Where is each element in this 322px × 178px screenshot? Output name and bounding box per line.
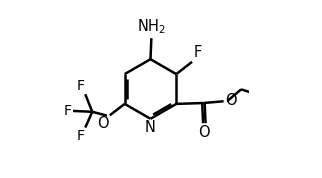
Text: F: F <box>63 104 71 118</box>
Text: F: F <box>76 78 84 93</box>
Text: F: F <box>194 45 202 60</box>
Text: NH$_2$: NH$_2$ <box>137 18 166 36</box>
Text: O: O <box>198 125 210 140</box>
Text: N: N <box>145 120 156 135</box>
Text: F: F <box>76 129 84 143</box>
Text: O: O <box>225 93 237 108</box>
Text: O: O <box>97 116 109 131</box>
